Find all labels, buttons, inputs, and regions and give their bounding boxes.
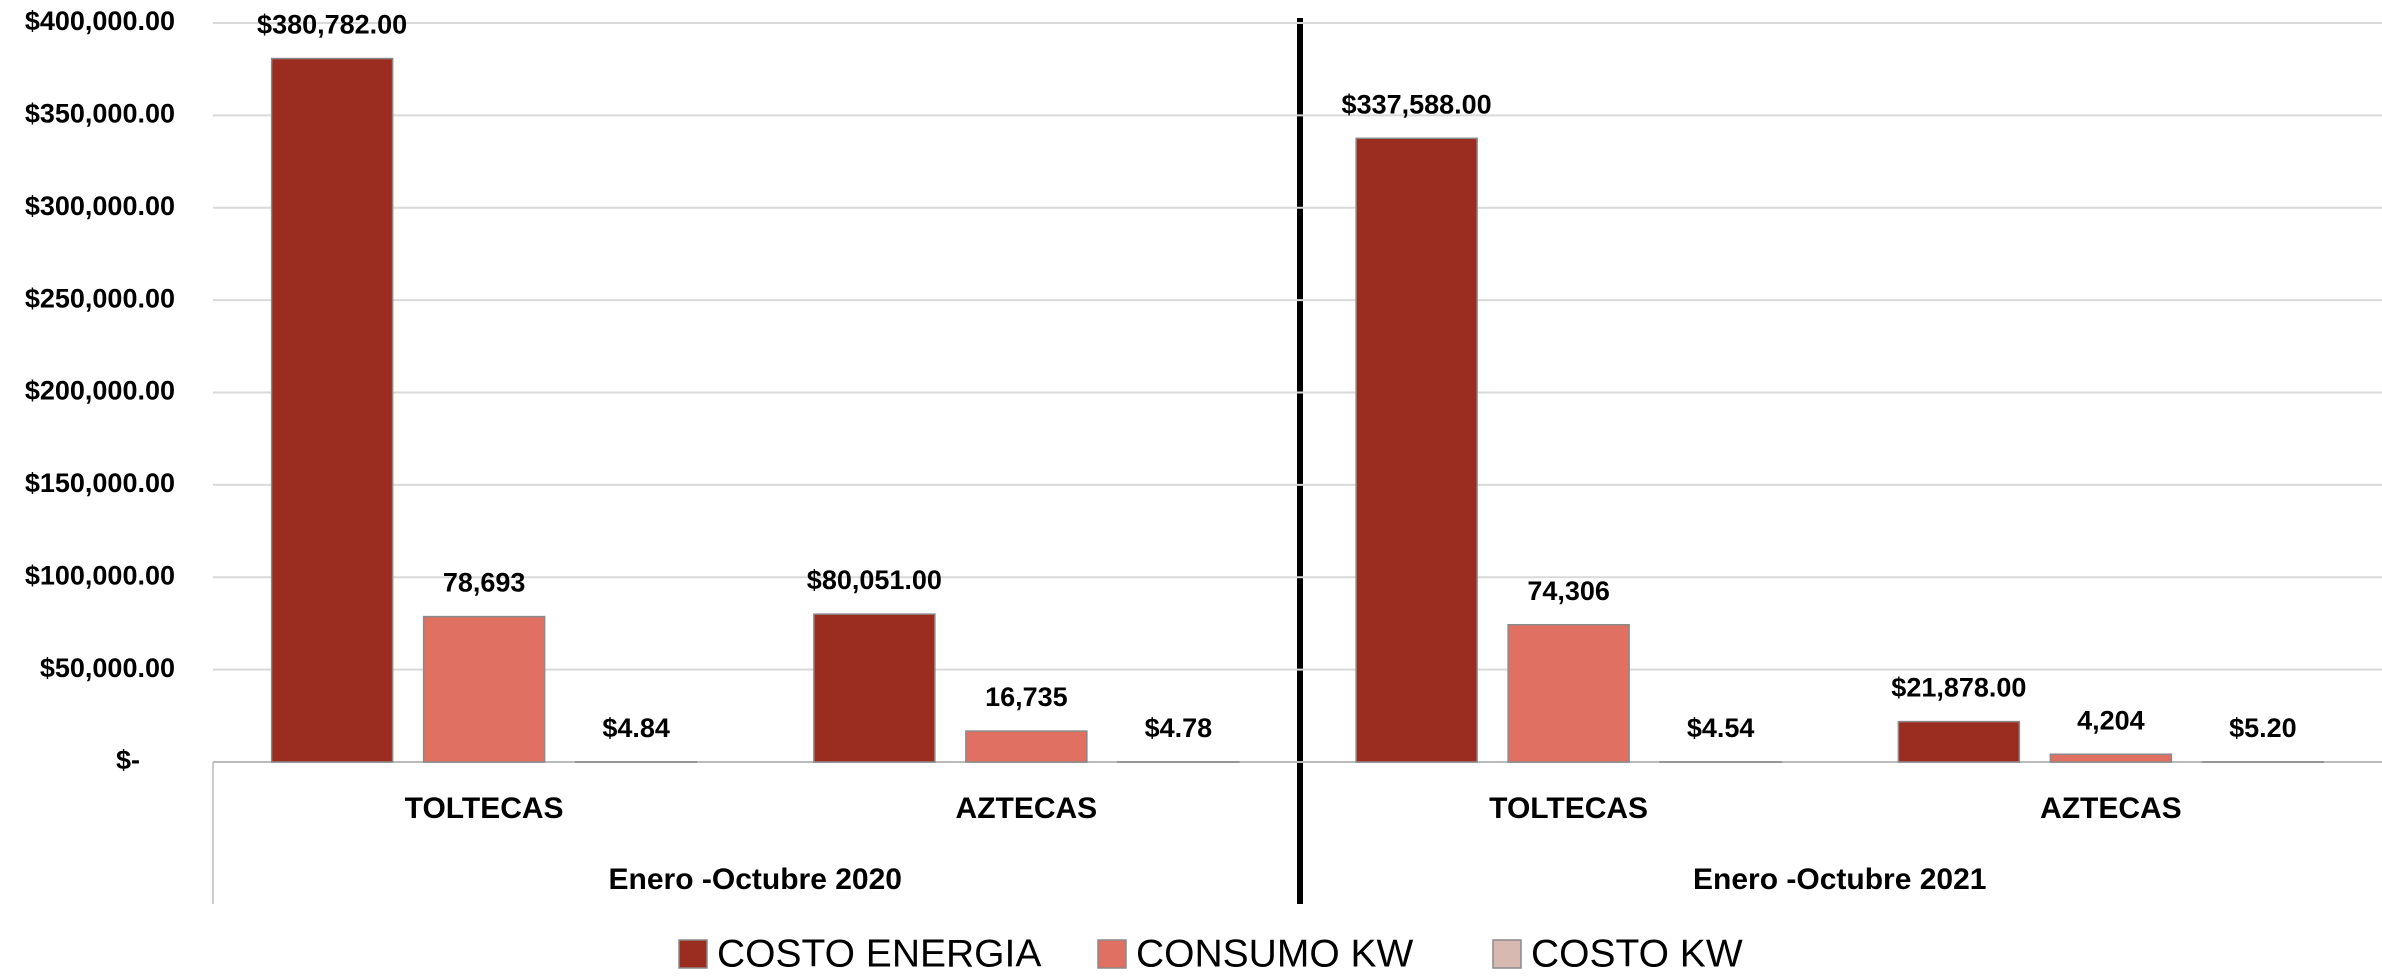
y-tick-label: $250,000.00 xyxy=(25,283,175,313)
x-tick-label: AZTECAS xyxy=(956,792,1098,825)
y-tick-label: $- xyxy=(116,745,140,775)
x-tick-label: TOLTECAS xyxy=(405,792,564,825)
bar xyxy=(1897,720,2021,763)
legend-swatch xyxy=(678,939,708,969)
value-label: $380,782.00 xyxy=(257,10,407,40)
value-label: 78,693 xyxy=(443,568,526,598)
bar xyxy=(813,613,936,763)
value-label: $4.54 xyxy=(1687,713,1755,743)
legend-swatch xyxy=(1492,939,1522,969)
bar xyxy=(965,730,1088,763)
y-tick-label: $400,000.00 xyxy=(25,6,175,36)
legend-label: COSTO ENERGIA xyxy=(717,932,1041,975)
value-label: $4.84 xyxy=(602,713,670,743)
value-label: $337,588.00 xyxy=(1342,89,1492,119)
y-tick-label: $200,000.00 xyxy=(25,376,175,406)
bar xyxy=(2049,753,2173,763)
bar xyxy=(422,615,546,763)
y-tick-label: $50,000.00 xyxy=(40,653,175,683)
bar xyxy=(270,57,394,763)
x-tick-label: TOLTECAS xyxy=(1489,792,1648,825)
bar xyxy=(1507,623,1630,763)
value-label: $5.20 xyxy=(2229,713,2297,743)
value-label: 4,204 xyxy=(2077,705,2145,735)
x-tick-label: AZTECAS xyxy=(2040,792,2182,825)
value-label: 74,306 xyxy=(1527,576,1610,606)
value-label: 16,735 xyxy=(985,682,1068,712)
value-label: $80,051.00 xyxy=(807,565,942,595)
group-label: Enero -Octubre 2021 xyxy=(1693,863,1986,896)
bar xyxy=(1355,137,1478,763)
value-label: $21,878.00 xyxy=(1891,673,2026,703)
value-label: $4.78 xyxy=(1145,713,1213,743)
legend-label: COSTO KW xyxy=(1531,932,1743,975)
y-tick-label: $100,000.00 xyxy=(25,560,175,590)
legend-label: CONSUMO KW xyxy=(1136,932,1414,975)
y-tick-label: $300,000.00 xyxy=(25,191,175,221)
group-label: Enero -Octubre 2020 xyxy=(609,863,902,896)
y-tick-label: $150,000.00 xyxy=(25,468,175,498)
y-tick-label: $350,000.00 xyxy=(25,99,175,129)
legend-swatch xyxy=(1097,939,1127,969)
